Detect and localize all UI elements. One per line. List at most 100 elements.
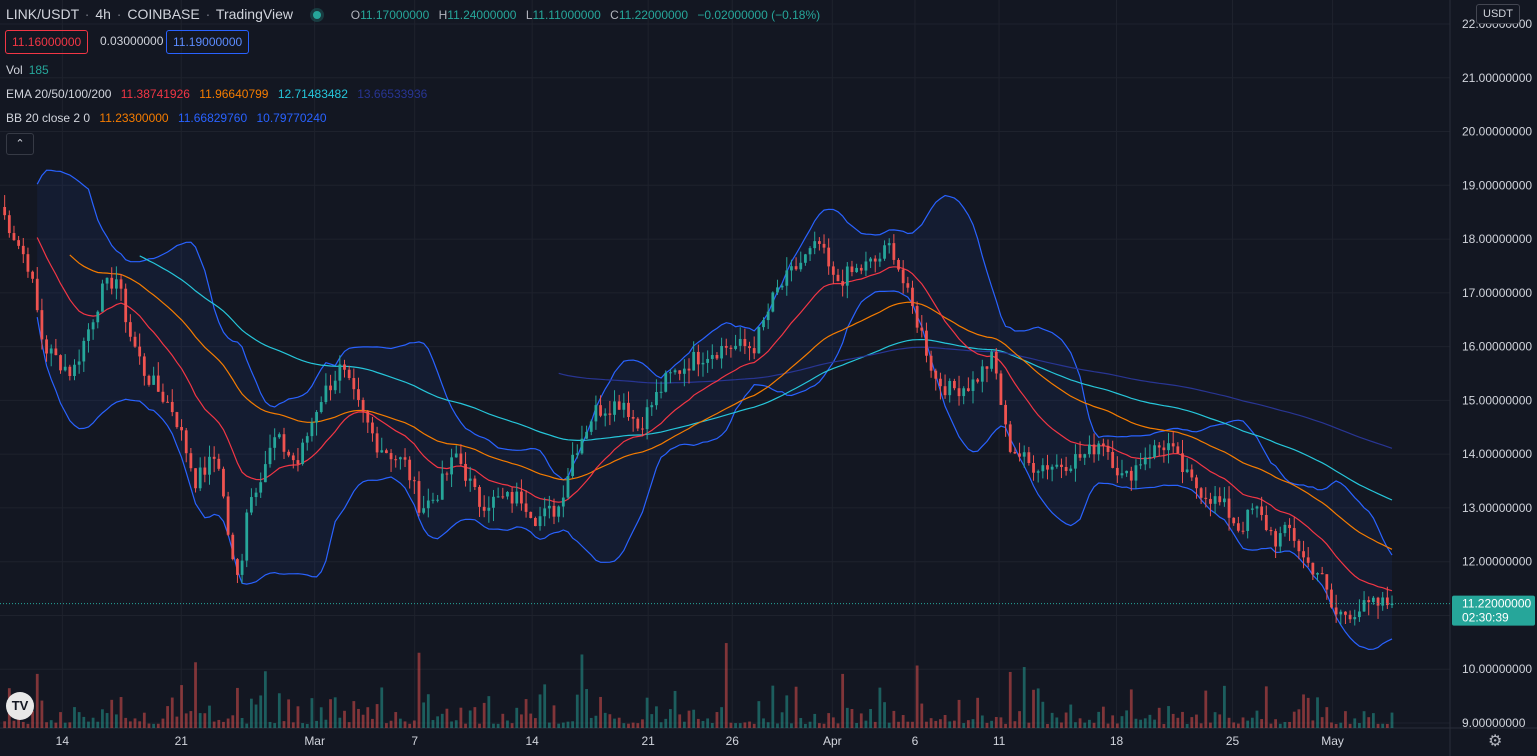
candle-body bbox=[599, 405, 602, 416]
volume-bar bbox=[1306, 697, 1310, 728]
candle-body bbox=[217, 458, 221, 469]
volume-bar bbox=[776, 723, 779, 728]
candle-body bbox=[897, 259, 900, 270]
x-tick-label: 7 bbox=[411, 734, 418, 748]
candle-body bbox=[990, 351, 994, 369]
ema100-line bbox=[139, 255, 1393, 501]
tradingview-logo-icon[interactable]: TV bbox=[6, 692, 34, 720]
volume-bar bbox=[296, 706, 300, 728]
candle-body bbox=[948, 380, 952, 396]
candle-body bbox=[696, 351, 700, 365]
volume-bar bbox=[748, 721, 751, 728]
volume-bar bbox=[305, 723, 309, 728]
volume-bar bbox=[966, 720, 970, 728]
candle-body bbox=[710, 355, 714, 359]
candle-body bbox=[1199, 488, 1203, 498]
candle-body bbox=[1055, 464, 1059, 467]
candle-body bbox=[506, 492, 509, 497]
volume-bar bbox=[142, 712, 146, 728]
y-tick-label: 14.00000000 bbox=[1462, 447, 1532, 461]
ema100-value: 12.71483482 bbox=[277, 87, 348, 101]
candle-body bbox=[59, 355, 62, 371]
collapse-legend-button[interactable]: ⌃ bbox=[6, 133, 34, 155]
volume-bar bbox=[510, 723, 514, 728]
interval[interactable]: 4h bbox=[95, 6, 111, 22]
volume-bar bbox=[77, 712, 81, 728]
volume-bar bbox=[301, 723, 305, 728]
volume-bar bbox=[692, 709, 696, 728]
volume-bar bbox=[552, 705, 556, 728]
gear-icon[interactable]: ⚙ bbox=[1488, 733, 1503, 750]
candle-body bbox=[310, 422, 314, 437]
volume-bar bbox=[817, 723, 821, 728]
legend-bollinger[interactable]: BB 20 close 2 0 11.23300000 11.66829760 … bbox=[6, 111, 327, 125]
volume-bar bbox=[343, 710, 346, 728]
bid-price-box[interactable]: 11.16000000 bbox=[5, 30, 89, 54]
candle-body bbox=[724, 345, 728, 348]
candle-body bbox=[869, 258, 872, 262]
candle-body bbox=[431, 499, 435, 501]
volume-bar bbox=[417, 652, 421, 728]
candle-body bbox=[1125, 470, 1129, 474]
candle-body bbox=[552, 505, 556, 517]
candle-body bbox=[1092, 444, 1096, 455]
ask-price-box[interactable]: 11.19000000 bbox=[166, 30, 250, 54]
candle-body bbox=[827, 247, 831, 267]
candle-body bbox=[585, 431, 588, 439]
candle-body bbox=[1046, 465, 1049, 470]
candle-body bbox=[957, 388, 961, 397]
volume-bar bbox=[1250, 717, 1254, 728]
candle-body bbox=[408, 459, 412, 481]
volume-bar bbox=[580, 654, 584, 728]
candle-body bbox=[673, 370, 677, 373]
volume-bar bbox=[26, 723, 30, 728]
volume-bar bbox=[613, 718, 616, 728]
volume-bar bbox=[566, 721, 570, 728]
legend-volume[interactable]: Vol 185 bbox=[6, 63, 49, 77]
candle-body bbox=[17, 240, 21, 246]
volume-bar bbox=[901, 715, 905, 728]
candle-body bbox=[999, 373, 1003, 405]
candle-body bbox=[124, 288, 128, 323]
candle-body bbox=[259, 482, 263, 493]
candle-body bbox=[1176, 446, 1180, 454]
volume-bar bbox=[1218, 714, 1222, 728]
symbol-name[interactable]: LINK/USDT bbox=[6, 6, 79, 22]
volume-bar bbox=[240, 718, 244, 728]
y-tick-label: 15.00000000 bbox=[1462, 393, 1532, 407]
volume-bar bbox=[1064, 712, 1068, 728]
volume-bar bbox=[682, 721, 686, 728]
volume-bar bbox=[59, 712, 62, 728]
candle-body bbox=[1162, 447, 1166, 451]
candle-body bbox=[1250, 508, 1254, 510]
candle-body bbox=[501, 496, 505, 498]
volume-bar bbox=[622, 723, 626, 728]
volume-bar bbox=[952, 720, 956, 728]
currency-button[interactable]: USDT bbox=[1476, 4, 1520, 24]
candle-body bbox=[496, 496, 500, 498]
candle-body bbox=[780, 285, 784, 288]
volume-bar bbox=[859, 713, 863, 728]
volume-bar bbox=[845, 707, 849, 728]
candle-body bbox=[720, 345, 723, 359]
candle-body bbox=[994, 351, 998, 374]
legend-ema[interactable]: EMA 20/50/100/200 11.38741926 11.9664079… bbox=[6, 87, 428, 101]
candle-body bbox=[1339, 611, 1343, 615]
x-tick-label: Mar bbox=[304, 734, 325, 748]
candle-body bbox=[706, 358, 710, 363]
candle-body bbox=[1302, 551, 1305, 558]
candle-body bbox=[170, 401, 174, 413]
candle-body bbox=[436, 499, 440, 501]
volume-bar bbox=[943, 714, 947, 728]
bb-basis-value: 11.23300000 bbox=[99, 111, 169, 125]
volume-bar bbox=[743, 722, 747, 728]
candle-body bbox=[110, 277, 114, 289]
volume-bar bbox=[3, 721, 7, 728]
candle-body bbox=[850, 266, 854, 273]
candle-body bbox=[538, 516, 542, 527]
candle-body bbox=[128, 322, 132, 337]
volume-bar bbox=[1339, 722, 1343, 728]
volume-bar bbox=[380, 687, 384, 728]
candle-body bbox=[1087, 444, 1091, 455]
